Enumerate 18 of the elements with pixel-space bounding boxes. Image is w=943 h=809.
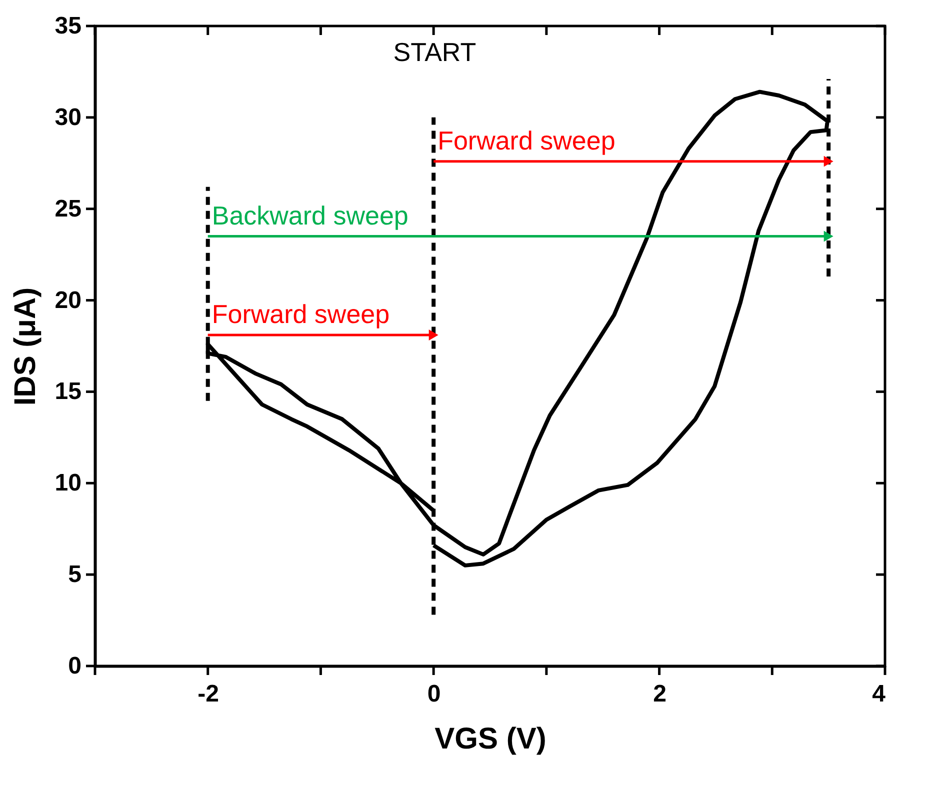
y-tick-label: 30 [54,104,82,131]
y-tick-label: 20 [54,286,82,314]
y-tick-label: 35 [54,12,82,40]
y-tick-label: 10 [54,470,82,497]
series-label: Forward sweep [438,125,616,156]
y-tick-label: 0 [68,652,82,680]
x-axis-title: VGS (V) [434,722,546,756]
x-tick-label: -2 [198,680,220,708]
x-tick-label: 2 [653,680,666,708]
x-tick-label: 0 [427,680,441,708]
y-axis-title: IDS (μA) [8,287,42,406]
series-label: Backward sweep [212,200,408,230]
y-tick-label: 5 [68,561,82,588]
y-tick-label: 25 [54,195,82,222]
x-tick-label: 4 [872,680,886,708]
y-tick-label: 15 [54,378,82,406]
annotation: START [393,37,476,67]
series-label: Forward sweep [212,299,390,330]
